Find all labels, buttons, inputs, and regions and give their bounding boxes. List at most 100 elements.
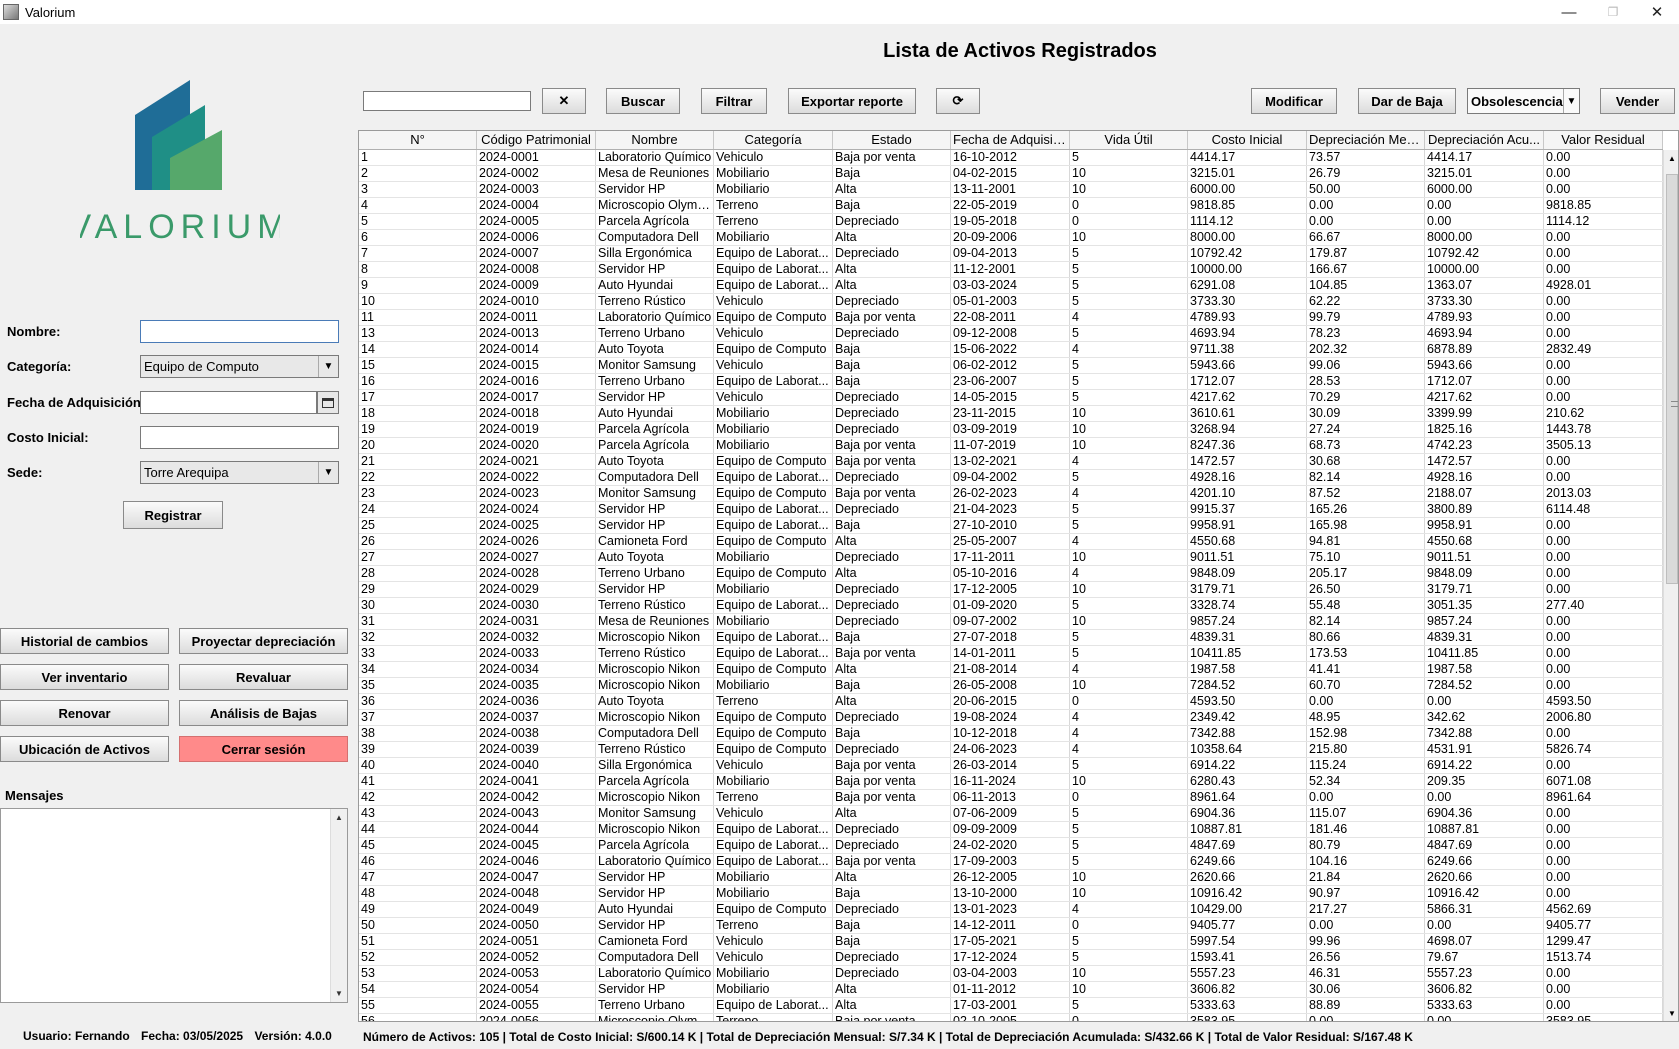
- table-row[interactable]: 39 2024-0039 Terreno Rústico Equipo de Comp…: [359, 742, 1663, 758]
- dar-baja-button[interactable]: Dar de Baja: [1358, 88, 1456, 114]
- analisis-bajas-button[interactable]: Análisis de Bajas: [179, 700, 348, 726]
- table-row[interactable]: 46 2024-0046 Laboratorio Químico Equipo de …: [359, 854, 1663, 870]
- column-header[interactable]: Costo Inicial: [1188, 131, 1307, 149]
- table-row[interactable]: 33 2024-0033 Terreno Rústico Equipo de Labo…: [359, 646, 1663, 662]
- chevron-down-icon[interactable]: ▼: [1562, 89, 1579, 113]
- column-header[interactable]: Valor Residual: [1544, 131, 1663, 149]
- table-row[interactable]: 27 2024-0027 Auto Toyota Mobiliario Deprecia…: [359, 550, 1663, 566]
- table-row[interactable]: 50 2024-0050 Servidor HP Terreno Baja 14-12-2…: [359, 918, 1663, 934]
- sede-select[interactable]: Torre Arequipa ▼: [140, 461, 339, 484]
- table-row[interactable]: 47 2024-0047 Servidor HP Mobiliario Alta 26-1…: [359, 870, 1663, 886]
- mensajes-textarea[interactable]: ▲ ▼: [0, 808, 348, 1003]
- clear-search-button[interactable]: ✕: [542, 88, 586, 114]
- table-row[interactable]: 44 2024-0044 Microscopio Nikon Equipo de La…: [359, 822, 1663, 838]
- table-row[interactable]: 29 2024-0029 Servidor HP Mobiliario Deprecia…: [359, 582, 1663, 598]
- table-row[interactable]: 17 2024-0017 Servidor HP Vehiculo Depreciado…: [359, 390, 1663, 406]
- scroll-down-icon[interactable]: ▼: [1668, 1009, 1676, 1018]
- table-row[interactable]: 55 2024-0055 Terreno Urbano Equipo de Labor…: [359, 998, 1663, 1014]
- table-row[interactable]: 34 2024-0034 Microscopio Nikon Equipo de Co…: [359, 662, 1663, 678]
- fecha-input[interactable]: [140, 391, 317, 414]
- table-row[interactable]: 16 2024-0016 Terreno Urbano Equipo de Labor…: [359, 374, 1663, 390]
- nombre-input[interactable]: [140, 320, 339, 343]
- table-row[interactable]: 38 2024-0038 Computadora Dell Equipo de Com…: [359, 726, 1663, 742]
- table-row[interactable]: 15 2024-0015 Monitor Samsung Vehiculo Baja 06…: [359, 358, 1663, 374]
- modificar-button[interactable]: Modificar: [1251, 88, 1337, 114]
- close-window-button[interactable]: ✕: [1650, 4, 1664, 21]
- table-row[interactable]: 5 2024-0005 Parcela Agrícola Terreno Depreci…: [359, 214, 1663, 230]
- minimize-button[interactable]: —: [1561, 3, 1577, 21]
- table-row[interactable]: 10 2024-0010 Terreno Rústico Vehiculo Deprec…: [359, 294, 1663, 310]
- chevron-down-icon[interactable]: ▼: [318, 356, 338, 377]
- table-row[interactable]: 48 2024-0048 Servidor HP Mobiliario Baja 13-1…: [359, 886, 1663, 902]
- table-row[interactable]: 24 2024-0024 Servidor HP Equipo de Laborat.…: [359, 502, 1663, 518]
- column-header[interactable]: Vida Útil: [1070, 131, 1188, 149]
- maximize-button[interactable]: ❐: [1607, 5, 1619, 19]
- column-header[interactable]: Código Patrimonial: [477, 131, 596, 149]
- table-row[interactable]: 36 2024-0036 Auto Toyota Terreno Alta 20-06-2…: [359, 694, 1663, 710]
- table-row[interactable]: 30 2024-0030 Terreno Rústico Equipo de Labo…: [359, 598, 1663, 614]
- column-header[interactable]: N°: [359, 131, 477, 149]
- buscar-button[interactable]: Buscar: [606, 88, 680, 114]
- chevron-down-icon[interactable]: ▼: [318, 462, 338, 483]
- table-row[interactable]: 13 2024-0013 Terreno Urbano Vehiculo Depreci…: [359, 326, 1663, 342]
- table-row[interactable]: 54 2024-0054 Servidor HP Mobiliario Alta 01-1…: [359, 982, 1663, 998]
- table-row[interactable]: 49 2024-0049 Auto Hyundai Equipo de Computo…: [359, 902, 1663, 918]
- table-row[interactable]: 18 2024-0018 Auto Hyundai Mobiliario Depreci…: [359, 406, 1663, 422]
- column-header[interactable]: Categoría: [714, 131, 833, 149]
- assets-table[interactable]: N° Código Patrimonial Nombre Categoría Estad…: [358, 130, 1679, 1022]
- table-row[interactable]: 6 2024-0006 Computadora Dell Mobiliario Alta…: [359, 230, 1663, 246]
- table-row[interactable]: 19 2024-0019 Parcela Agrícola Mobiliario Dep…: [359, 422, 1663, 438]
- column-header[interactable]: Estado: [833, 131, 951, 149]
- scroll-down-icon[interactable]: ▼: [335, 989, 343, 998]
- table-row[interactable]: 53 2024-0053 Laboratorio Químico Mobiliario…: [359, 966, 1663, 982]
- table-row[interactable]: 25 2024-0025 Servidor HP Equipo de Laborat.…: [359, 518, 1663, 534]
- table-row[interactable]: 26 2024-0026 Camioneta Ford Equipo de Compu…: [359, 534, 1663, 550]
- exportar-button[interactable]: Exportar reporte: [788, 88, 916, 114]
- table-row[interactable]: 37 2024-0037 Microscopio Nikon Equipo de Co…: [359, 710, 1663, 726]
- table-row[interactable]: 31 2024-0031 Mesa de Reuniones Mobiliario De…: [359, 614, 1663, 630]
- table-row[interactable]: 22 2024-0022 Computadora Dell Equipo de Lab…: [359, 470, 1663, 486]
- ubicacion-button[interactable]: Ubicación de Activos: [0, 736, 169, 762]
- vender-button[interactable]: Vender: [1600, 88, 1675, 114]
- table-row[interactable]: 40 2024-0040 Silla Ergonómica Vehiculo Baja …: [359, 758, 1663, 774]
- column-header[interactable]: Nombre: [596, 131, 714, 149]
- table-row[interactable]: 28 2024-0028 Terreno Urbano Equipo de Compu…: [359, 566, 1663, 582]
- table-row[interactable]: 45 2024-0045 Parcela Agrícola Equipo de Lab…: [359, 838, 1663, 854]
- table-row[interactable]: 9 2024-0009 Auto Hyundai Equipo de Laborat.…: [359, 278, 1663, 294]
- categoria-select[interactable]: Equipo de Computo ▼: [140, 355, 339, 378]
- table-row[interactable]: 14 2024-0014 Auto Toyota Equipo de Computo B…: [359, 342, 1663, 358]
- table-scrollbar[interactable]: ▲ ▼: [1663, 150, 1678, 1021]
- scroll-thumb[interactable]: [1666, 174, 1678, 584]
- table-row[interactable]: 8 2024-0008 Servidor HP Equipo de Laborat..…: [359, 262, 1663, 278]
- table-row[interactable]: 21 2024-0021 Auto Toyota Equipo de Computo B…: [359, 454, 1663, 470]
- mensajes-scrollbar[interactable]: ▲ ▼: [330, 809, 347, 1002]
- table-row[interactable]: 2 2024-0002 Mesa de Reuniones Mobiliario Baj…: [359, 166, 1663, 182]
- table-row[interactable]: 35 2024-0035 Microscopio Nikon Mobiliario Ba…: [359, 678, 1663, 694]
- table-row[interactable]: 4 2024-0004 Microscopio Olymp... Terreno Baj…: [359, 198, 1663, 214]
- search-input[interactable]: [363, 91, 531, 111]
- table-row[interactable]: 51 2024-0051 Camioneta Ford Vehiculo Baja 17-…: [359, 934, 1663, 950]
- table-row[interactable]: 52 2024-0052 Computadora Dell Vehiculo Depre…: [359, 950, 1663, 966]
- column-header[interactable]: Depreciación Men...: [1309, 131, 1425, 149]
- revaluar-button[interactable]: Revaluar: [179, 664, 348, 690]
- calendar-button[interactable]: [317, 391, 339, 414]
- table-row[interactable]: 43 2024-0043 Monitor Samsung Vehiculo Alta 07…: [359, 806, 1663, 822]
- baja-tipo-select[interactable]: Obsolescencia ▼: [1467, 88, 1580, 114]
- cerrar-sesion-button[interactable]: Cerrar sesión: [179, 736, 348, 762]
- table-row[interactable]: 56 2024-0056 Microscopio Olymp... Terreno Ba…: [359, 1014, 1663, 1021]
- scroll-up-icon[interactable]: ▲: [335, 813, 343, 822]
- table-row[interactable]: 1 2024-0001 Laboratorio Químico Vehiculo Baj…: [359, 150, 1663, 166]
- table-row[interactable]: 42 2024-0042 Microscopio Nikon Terreno Baja …: [359, 790, 1663, 806]
- proyectar-button[interactable]: Proyectar depreciación: [179, 628, 348, 654]
- table-row[interactable]: 41 2024-0041 Parcela Agrícola Mobiliario Baj…: [359, 774, 1663, 790]
- costo-input[interactable]: [140, 426, 339, 449]
- column-header[interactable]: Fecha de Adquisici...: [953, 131, 1070, 149]
- filtrar-button[interactable]: Filtrar: [701, 88, 767, 114]
- table-row[interactable]: 11 2024-0011 Laboratorio Químico Equipo de …: [359, 310, 1663, 326]
- table-row[interactable]: 23 2024-0023 Monitor Samsung Equipo de Comp…: [359, 486, 1663, 502]
- refresh-button[interactable]: ⟳: [936, 88, 980, 114]
- historial-button[interactable]: Historial de cambios: [0, 628, 169, 654]
- ver-inventario-button[interactable]: Ver inventario: [0, 664, 169, 690]
- column-header[interactable]: Depreciación Acu...: [1425, 131, 1544, 149]
- table-row[interactable]: 32 2024-0032 Microscopio Nikon Equipo de La…: [359, 630, 1663, 646]
